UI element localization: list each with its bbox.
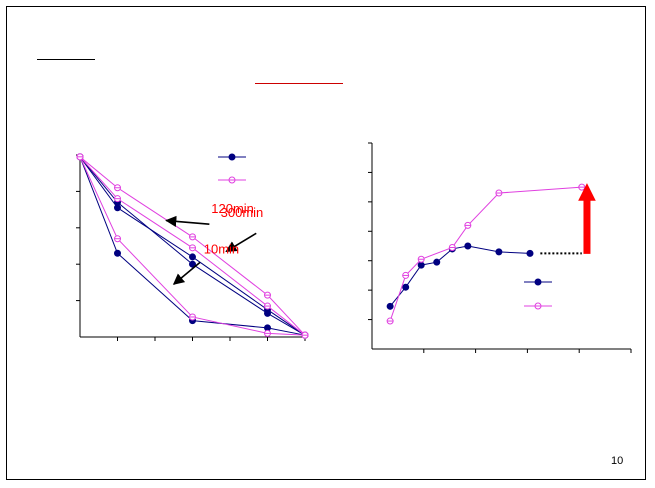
chart2-series-1-point (402, 283, 410, 291)
chart1-arrow (165, 215, 210, 227)
chart1-series-2-point (189, 260, 196, 268)
chart1-series-1-point (114, 249, 121, 257)
chart1-annotation: 120min (211, 201, 254, 216)
chart1-series-3-point (114, 204, 121, 212)
chart2-series-1-point (526, 249, 534, 257)
chart1-legend-marker (228, 153, 236, 161)
chart1-annotation: 300min (221, 205, 264, 220)
subtitle-underline (255, 83, 343, 84)
chart1-arrow (172, 261, 201, 285)
title-underline (37, 59, 95, 60)
chart2-series-1-point (464, 242, 472, 250)
chart2-series-1-point (417, 261, 425, 269)
chart1-arrow (225, 232, 257, 253)
chart1-annotation: 10min (204, 241, 239, 256)
chart2-series-1-line (389, 245, 531, 307)
page-number: 10 (611, 455, 624, 467)
chart2-legend-marker (534, 278, 542, 286)
chart1-series-3-point (189, 253, 196, 261)
chart2-series-1-point (433, 258, 441, 266)
chart2-series-1-point (495, 248, 503, 256)
chart2-series-1-point (386, 302, 394, 310)
slide: 10 (6, 6, 646, 480)
chart2-increase-arrow (578, 183, 596, 254)
